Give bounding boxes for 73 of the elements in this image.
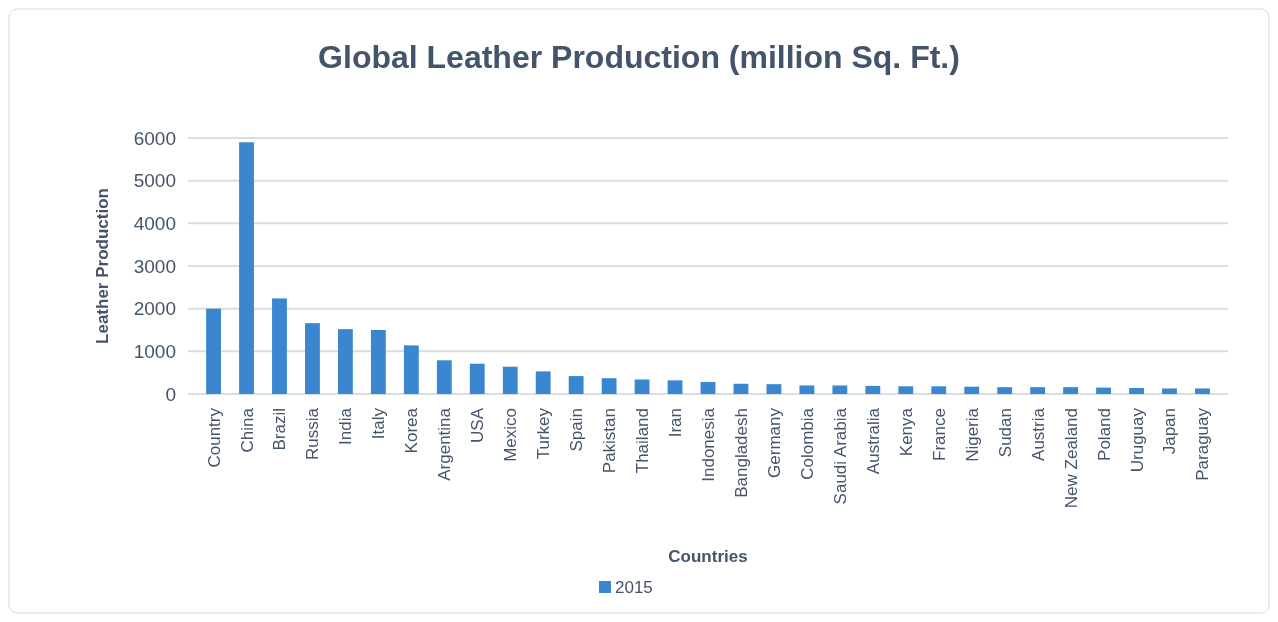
y-tick-label: 5000 (133, 170, 176, 192)
x-tick-label: Germany (764, 407, 784, 478)
bar (1195, 388, 1210, 394)
x-tick-label: Iran (666, 408, 686, 438)
bar (370, 330, 386, 394)
x-tick-label: Bangladesh (731, 408, 751, 498)
x-tick-label: Brazil (270, 408, 290, 451)
x-tick-label: Spain (567, 408, 587, 452)
bar (766, 384, 782, 394)
y-tick-label: 2000 (133, 298, 176, 320)
bar (898, 386, 914, 394)
bar (1129, 388, 1144, 394)
y-tick-label: 0 (165, 383, 176, 405)
bar (1096, 387, 1111, 394)
bar (667, 380, 683, 394)
chart-title: Global Leather Production (million Sq. Ft.) (318, 39, 960, 75)
bar (568, 376, 584, 394)
x-tick-label: Poland (1094, 408, 1114, 461)
bar (305, 323, 320, 394)
bar (239, 142, 254, 394)
x-tick-label: Paraguay (1193, 407, 1213, 481)
bar (1063, 387, 1079, 394)
y-tick-label: 4000 (133, 212, 176, 234)
bar (272, 298, 287, 394)
bar (206, 308, 221, 394)
x-tick-label: Argentina (435, 407, 455, 481)
bar (700, 382, 716, 394)
x-tick-label: Indonesia (699, 407, 718, 482)
bar (436, 360, 452, 394)
bar (1162, 388, 1177, 394)
x-tick-label: Russia (303, 407, 323, 460)
x-tick-label: Thailand (633, 408, 653, 474)
bar (535, 371, 551, 394)
x-tick-label: Mexico (501, 408, 521, 462)
bar (601, 378, 617, 394)
x-tick-label: Italy (369, 407, 389, 440)
x-tick-label: Uruguay (1127, 407, 1147, 473)
x-tick-label: Australia (863, 407, 883, 475)
x-tick-label: China (237, 407, 257, 453)
x-tick-label: Turkey (534, 407, 554, 460)
x-tick-label: Japan (1160, 408, 1180, 455)
bar (865, 385, 881, 394)
x-tick-label: Nigeria (962, 407, 982, 462)
x-tick-label: Saudi Arabia (830, 407, 850, 505)
x-axis-title: Countries (668, 547, 748, 566)
bar (469, 363, 485, 394)
x-tick-label: New Zealand (1061, 408, 1081, 509)
y-tick-label: 6000 (133, 127, 176, 149)
x-tick-label: Country (204, 407, 224, 468)
bar (931, 386, 947, 394)
x-tick-label: Sudan (995, 408, 1015, 458)
x-tick-label: France (929, 408, 949, 461)
bar (337, 329, 353, 394)
x-tick-label: Korea (402, 407, 422, 454)
bar (832, 385, 848, 394)
bar (403, 345, 419, 394)
x-tick-label: India (336, 407, 356, 445)
x-tick-label: Austria (1028, 407, 1048, 461)
bar (1030, 387, 1046, 394)
bar (502, 366, 518, 394)
bar (733, 383, 749, 394)
x-tick-label: Kenya (896, 407, 916, 457)
x-tick-label: Pakistan (600, 408, 620, 474)
y-axis-title: Leather Production (93, 188, 112, 344)
bar (799, 385, 815, 394)
bar (997, 387, 1013, 394)
bar (634, 379, 650, 394)
x-tick-label: USA (468, 407, 488, 443)
bar (964, 386, 980, 394)
y-tick-label: 1000 (133, 340, 176, 362)
y-tick-label: 3000 (133, 255, 176, 277)
x-tick-label: Colombia (797, 407, 817, 480)
legend-label: 2015 (615, 577, 653, 597)
